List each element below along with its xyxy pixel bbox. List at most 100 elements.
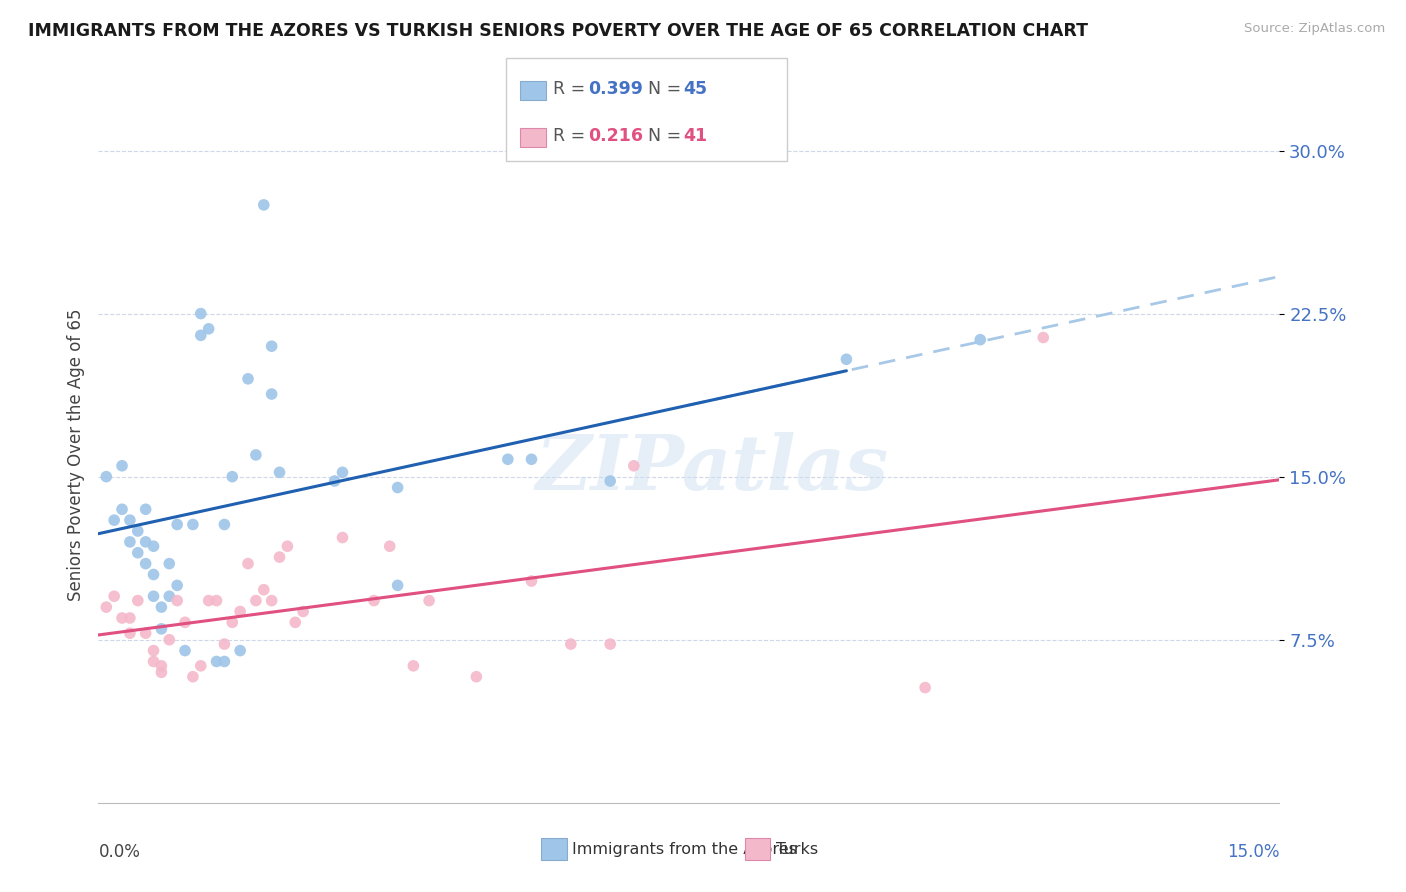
Text: Source: ZipAtlas.com: Source: ZipAtlas.com — [1244, 22, 1385, 36]
Point — [387, 578, 409, 592]
Point — [418, 593, 440, 607]
Point — [260, 593, 283, 607]
Point — [520, 452, 543, 467]
Point — [135, 557, 157, 571]
Point — [245, 593, 267, 607]
Point — [599, 637, 621, 651]
Point — [150, 658, 173, 673]
Point — [111, 502, 134, 516]
Point — [623, 458, 645, 473]
Text: Immigrants from the Azores: Immigrants from the Azores — [572, 842, 797, 856]
Point — [332, 531, 354, 545]
Point — [111, 611, 134, 625]
Point — [96, 469, 118, 483]
Point — [276, 539, 298, 553]
Point — [197, 322, 219, 336]
Text: Turks: Turks — [776, 842, 818, 856]
Point — [599, 474, 621, 488]
Point — [181, 517, 204, 532]
Y-axis label: Seniors Poverty Over the Age of 65: Seniors Poverty Over the Age of 65 — [66, 309, 84, 601]
Text: 45: 45 — [683, 80, 707, 98]
Point — [150, 600, 173, 615]
Point — [205, 593, 228, 607]
Text: 0.216: 0.216 — [588, 128, 643, 145]
Point — [969, 333, 991, 347]
Point — [236, 372, 259, 386]
Point — [135, 502, 157, 516]
Text: 0.0%: 0.0% — [98, 843, 141, 861]
Point — [378, 539, 401, 553]
Point — [914, 681, 936, 695]
Point — [135, 626, 157, 640]
Point — [127, 593, 149, 607]
Point — [402, 658, 425, 673]
Point — [142, 539, 165, 553]
Point — [166, 593, 188, 607]
Point — [229, 643, 252, 657]
Point — [190, 658, 212, 673]
Point — [166, 578, 188, 592]
Point — [269, 550, 291, 565]
Text: 15.0%: 15.0% — [1227, 843, 1279, 861]
Point — [236, 557, 259, 571]
Point — [103, 589, 125, 603]
Text: N =: N = — [648, 128, 688, 145]
Point — [135, 535, 157, 549]
Point — [221, 615, 243, 630]
Point — [214, 517, 236, 532]
Point — [157, 632, 180, 647]
Point — [142, 589, 165, 603]
Point — [260, 387, 283, 401]
Point — [166, 517, 188, 532]
Point — [150, 665, 173, 680]
Point — [214, 637, 236, 651]
Point — [229, 605, 252, 619]
Point — [1032, 330, 1054, 344]
Point — [157, 589, 180, 603]
Text: ZIPatlas: ZIPatlas — [536, 432, 889, 506]
Point — [157, 557, 180, 571]
Point — [292, 605, 315, 619]
Text: N =: N = — [648, 80, 688, 98]
Point — [127, 546, 149, 560]
Point — [181, 670, 204, 684]
Point — [118, 513, 141, 527]
Point — [127, 524, 149, 538]
Point — [150, 622, 173, 636]
Point — [332, 466, 354, 480]
Point — [190, 307, 212, 321]
Point — [142, 567, 165, 582]
Point — [96, 600, 118, 615]
Point — [387, 481, 409, 495]
Point — [496, 452, 519, 467]
Text: R =: R = — [553, 80, 591, 98]
Point — [142, 643, 165, 657]
Text: R =: R = — [553, 128, 591, 145]
Point — [835, 352, 858, 367]
Point — [260, 339, 283, 353]
Point — [205, 655, 228, 669]
Point — [253, 582, 276, 597]
Point — [190, 328, 212, 343]
Point — [221, 469, 243, 483]
Point — [111, 458, 134, 473]
Point — [118, 626, 141, 640]
Point — [142, 655, 165, 669]
Point — [560, 637, 582, 651]
Text: 0.399: 0.399 — [588, 80, 643, 98]
Point — [174, 615, 197, 630]
Point — [465, 670, 488, 684]
Point — [118, 611, 141, 625]
Point — [174, 643, 197, 657]
Point — [269, 466, 291, 480]
Point — [118, 535, 141, 549]
Text: IMMIGRANTS FROM THE AZORES VS TURKISH SENIORS POVERTY OVER THE AGE OF 65 CORRELA: IMMIGRANTS FROM THE AZORES VS TURKISH SE… — [28, 22, 1088, 40]
Point — [363, 593, 385, 607]
Text: 41: 41 — [683, 128, 707, 145]
Point — [245, 448, 267, 462]
Point — [284, 615, 307, 630]
Point — [323, 474, 346, 488]
Point — [520, 574, 543, 588]
Point — [103, 513, 125, 527]
Point — [214, 655, 236, 669]
